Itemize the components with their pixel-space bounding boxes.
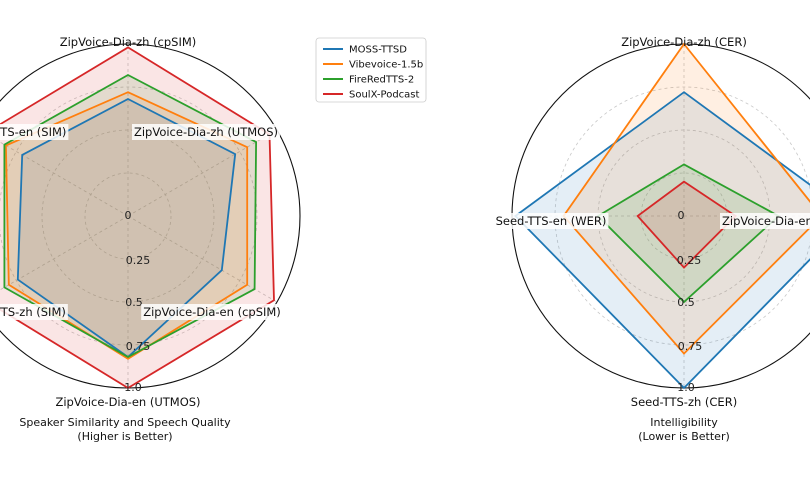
axis-label-background [720,213,810,229]
axis-label: Seed-TTS-en (SIM) [0,125,66,139]
axis-label-background [0,304,68,320]
radial-tick-label: 1.0 [124,381,142,394]
series-line-fireredtts-2 [596,163,781,304]
caption-left-line1: Speaker Similarity and Speech Quality [19,416,231,429]
radial-tick-label: 0.25 [677,254,702,267]
axis-label: Seed-TTS-en (WER) [496,214,607,228]
series-line-fireredtts-2 [3,73,258,359]
radial-tick-label: 0.5 [125,296,143,309]
series-fill-vibevoice-1-5b [563,44,810,354]
series-fill-moss-ttsd [515,92,810,388]
axis-spoke [127,215,278,303]
caption-right-line2: (Lower is Better) [638,430,730,443]
radial-tick-label: 0 [125,209,132,222]
radial-tick-label: 1.0 [677,381,695,394]
series-line-soulx-podcast [636,180,738,269]
series-fill-soulx-podcast [0,47,274,388]
series-line-vibevoice-1-5b [4,91,249,360]
axis-label: Seed-TTS-zh (SIM) [0,305,66,319]
legend-frame [315,37,427,103]
axis-label-background [0,124,69,140]
axis-label-background [141,304,283,320]
radial-tick-label: 0.5 [677,296,695,309]
legend-label-vibevoice-1-5b: Vibevoice-1.5b [349,60,423,71]
axis-spoke [0,141,129,217]
axis-label-background [493,213,609,229]
axis-label: ZipVoice-Dia-en [722,214,810,228]
series-fill-vibevoice-1-5b [5,92,248,359]
legend-label-fireredtts-2: FireRedTTS-2 [349,75,414,86]
axis-spoke [0,215,129,291]
radar-chart-speaker-similarity: 0 0.25 0.5 0.75 1.0 ZipVoice-Dia-zh (cpSIM) Zi… [0,35,301,409]
legend: MOSS-TTSD Vibevoice-1.5b FireRedTTS-2 SoulX… [315,37,427,103]
radial-tick-label: 0.75 [126,340,151,353]
axis-label: ZipVoice-Dia-en (UTMOS) [55,395,200,409]
radial-tick-label: 0.25 [126,254,151,267]
axis-label: ZipVoice-Dia-zh (cpSIM) [60,35,197,49]
radial-tick-label: 0 [678,209,685,222]
axis-label-background [131,124,281,140]
caption-left-line2: (Higher is Better) [77,430,172,443]
series-line-vibevoice-1-5b [562,42,810,355]
axis-label: Seed-TTS-zh (CER) [631,395,737,409]
legend-label-soulx-podcast: SoulX-Podcast [349,90,420,101]
legend-label-moss-ttsd: MOSS-TTSD [349,45,407,56]
caption-right-line1: Intelligibility [650,416,718,429]
axis-label: ZipVoice-Dia-zh (CER) [621,35,747,49]
axis-spoke [127,129,278,217]
radar-chart-intelligibility: 0 0.25 0.5 0.75 1.0 ZipVoice-Dia-zh (CER) ZipV… [493,35,810,409]
series-fill-moss-ttsd [17,99,236,357]
axis-label: ZipVoice-Dia-zh (UTMOS) [134,125,278,139]
series-fill-soulx-podcast [637,181,736,268]
radial-tick-label: 0.75 [678,340,703,353]
axis-label: ZipVoice-Dia-en (cpSIM) [143,305,281,319]
series-fill-fireredtts-2 [598,164,779,302]
series-fill-fireredtts-2 [4,75,257,357]
series-line-moss-ttsd [514,91,810,390]
